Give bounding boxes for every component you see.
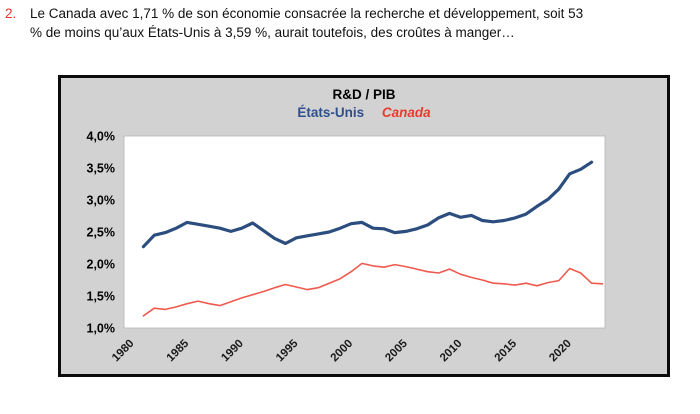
series-line-etats-unis	[141, 160, 594, 249]
y-tick-label: 2,0%	[87, 258, 116, 272]
y-axis-labels: 4,0% 3,5% 3,0% 2,5% 2,0% 1,5% 1,0%	[87, 130, 116, 336]
x-tick-label: 2010	[438, 338, 465, 365]
y-tick-label: 1,0%	[87, 322, 116, 336]
x-axis-labels: 1980 1985 1990 1995 2000 2005 2010 2015 2020	[110, 337, 574, 364]
x-tick-label: 2005	[383, 337, 410, 364]
y-tick-label: 3,5%	[87, 162, 116, 176]
caption-line-2: % de moins qu’aux États-Unis à 3,59 %, a…	[30, 25, 515, 40]
legend-item-etats-unis: États-Unis	[297, 105, 365, 120]
x-tick-label: 1995	[274, 337, 301, 364]
caption-line-1: Le Canada avec 1,71 % de son économie co…	[30, 6, 584, 21]
item-number: 2.	[5, 6, 17, 21]
x-tick-label: 2015	[493, 337, 520, 364]
y-tick-label: 2,5%	[87, 226, 116, 240]
x-tick-label: 2020	[547, 338, 574, 365]
x-tick-label: 1985	[165, 337, 192, 364]
chart-frame: R&D / PIB États-Unis Canada 4,0% 3,5% 3,0%…	[58, 75, 670, 377]
caption-text: Le Canada avec 1,71 % de son économie co…	[30, 4, 583, 42]
chart-title: R&D / PIB	[332, 87, 396, 102]
y-tick-label: 1,5%	[87, 290, 116, 304]
caption-paragraph: 2. Le Canada avec 1,71 % de son économie…	[5, 4, 583, 42]
x-tick-label: 1990	[219, 338, 246, 365]
y-tick-label: 3,0%	[87, 194, 116, 208]
series-line-canada	[142, 262, 604, 317]
plot-area	[123, 135, 606, 329]
chart-legend: États-Unis Canada	[61, 105, 667, 120]
x-tick-label: 2000	[329, 338, 356, 365]
line-chart-plot: 4,0% 3,5% 3,0% 2,5% 2,0% 1,5% 1,0% 1980 1985 1990…	[87, 130, 606, 364]
x-tick-label: 1980	[110, 338, 137, 365]
legend-item-canada: Canada	[381, 105, 431, 120]
y-tick-label: 4,0%	[87, 130, 116, 144]
